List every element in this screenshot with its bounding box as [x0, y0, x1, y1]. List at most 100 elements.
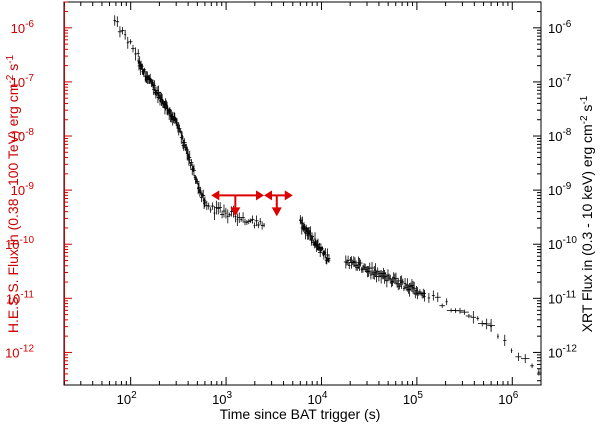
xrt-point	[126, 36, 129, 49]
y-tick-label-right: 10-11	[548, 289, 577, 306]
y-tick-label-right: 10-8	[548, 127, 572, 144]
xrt-point	[470, 311, 477, 324]
xrt-point	[358, 258, 361, 271]
xrt-point	[150, 79, 155, 87]
xrt-point	[431, 290, 435, 301]
xrt-point	[181, 131, 183, 140]
xrt-point	[187, 148, 189, 160]
plot-frame-left-edge	[64, 2, 65, 385]
xrt-data-points	[113, 15, 541, 376]
xrt-point	[250, 215, 255, 224]
right-axis-title: XRT Flux in (0.3 - 10 keV) erg cm-2 s-1	[579, 95, 595, 332]
xrt-point	[131, 44, 135, 53]
xrt-point	[139, 63, 144, 69]
hess-upper-limit	[211, 190, 265, 217]
y-tick-labels-right: 10-6 10-7 10-8 10-9 10-10 10-11 10-12	[548, 19, 577, 361]
xrt-point	[161, 94, 164, 104]
xrt-point	[408, 282, 411, 297]
xrt-point	[137, 58, 140, 64]
y-tick-label-left: 10-8	[11, 127, 35, 144]
xrt-point	[460, 309, 469, 315]
xrt-point	[327, 254, 331, 263]
xrt-point	[310, 237, 314, 243]
xrt-point	[394, 272, 398, 285]
xrt-point	[175, 118, 179, 128]
y-tick-label-right: 10-7	[548, 73, 572, 90]
xrt-point	[256, 221, 260, 229]
xrt-point	[482, 318, 491, 330]
xrt-point	[186, 154, 191, 166]
xrt-point	[198, 187, 203, 195]
y-tick-label-right: 10-12	[548, 343, 577, 360]
xrt-point	[117, 26, 123, 38]
xrt-point	[259, 218, 262, 225]
xrt-point	[263, 222, 265, 228]
xrt-point	[445, 298, 448, 306]
xrt-point	[203, 198, 207, 208]
xrt-point	[236, 213, 239, 226]
xrt-point	[324, 248, 327, 259]
xrt-point	[388, 274, 392, 283]
xrt-point	[456, 307, 464, 314]
xrt-point	[124, 29, 127, 40]
xrt-point	[369, 261, 375, 275]
x-tick-label: 103	[212, 390, 232, 407]
xrt-point	[248, 218, 253, 223]
xrt-point	[201, 189, 206, 202]
xrt-point	[497, 333, 499, 339]
y-tick-label-left: 10-11	[6, 289, 35, 306]
xrt-point	[360, 266, 363, 273]
xrt-point	[308, 226, 313, 240]
xrt-point	[422, 289, 426, 297]
y-tick-label-right: 10-10	[548, 235, 577, 252]
xrt-point	[182, 138, 187, 147]
xrt-point	[352, 256, 355, 267]
y-tick-label-right: 10-9	[548, 181, 572, 198]
xrt-point	[374, 263, 377, 277]
xrt-point	[155, 86, 159, 95]
xrt-point	[191, 164, 196, 177]
minor-ticks	[63, 1, 542, 385]
xrt-point	[213, 206, 216, 221]
xrt-point	[211, 202, 215, 210]
xrt-point	[225, 207, 227, 219]
xrt-point	[401, 278, 405, 286]
xrt-point	[347, 261, 351, 270]
xrt-point	[136, 49, 140, 58]
xrt-point	[246, 219, 251, 225]
xrt-point	[397, 283, 402, 290]
x-axis-title: Time since BAT trigger (s)	[220, 406, 381, 422]
y-tick-label-left: 10-9	[11, 181, 35, 198]
xrt-point	[346, 255, 350, 266]
xrt-point	[318, 242, 321, 252]
xrt-point	[134, 47, 137, 61]
xrt-point	[434, 292, 441, 303]
xrt-point	[245, 219, 248, 225]
xrt-point	[260, 221, 264, 230]
xrt-point	[222, 204, 226, 218]
xrt-point	[253, 222, 256, 229]
xrt-point	[142, 68, 146, 78]
xrt-point	[254, 215, 259, 227]
xrt-point	[199, 192, 204, 203]
xrt-point	[515, 352, 522, 361]
x-tick-label: 104	[307, 390, 327, 407]
xrt-point	[503, 334, 507, 347]
xrt-point	[403, 285, 405, 292]
hess-upper-limit	[264, 190, 293, 217]
xrt-point	[521, 354, 530, 364]
xrt-point	[143, 67, 147, 72]
xrt-point	[216, 202, 221, 215]
xrt-point	[510, 348, 513, 354]
y-tick-label-left: 10-10	[5, 235, 34, 252]
xrt-point	[315, 239, 320, 251]
xrt-point	[322, 249, 326, 260]
y-tick-labels-left: 10-6 10-7 10-8 10-9 10-10 10-11 10-12	[5, 19, 34, 361]
xrt-point	[205, 201, 209, 211]
xrt-point	[412, 281, 417, 295]
y-tick-label-left: 10-7	[11, 73, 35, 90]
xrt-point	[311, 234, 315, 239]
xrt-point	[237, 212, 242, 223]
xrt-point	[195, 178, 200, 185]
